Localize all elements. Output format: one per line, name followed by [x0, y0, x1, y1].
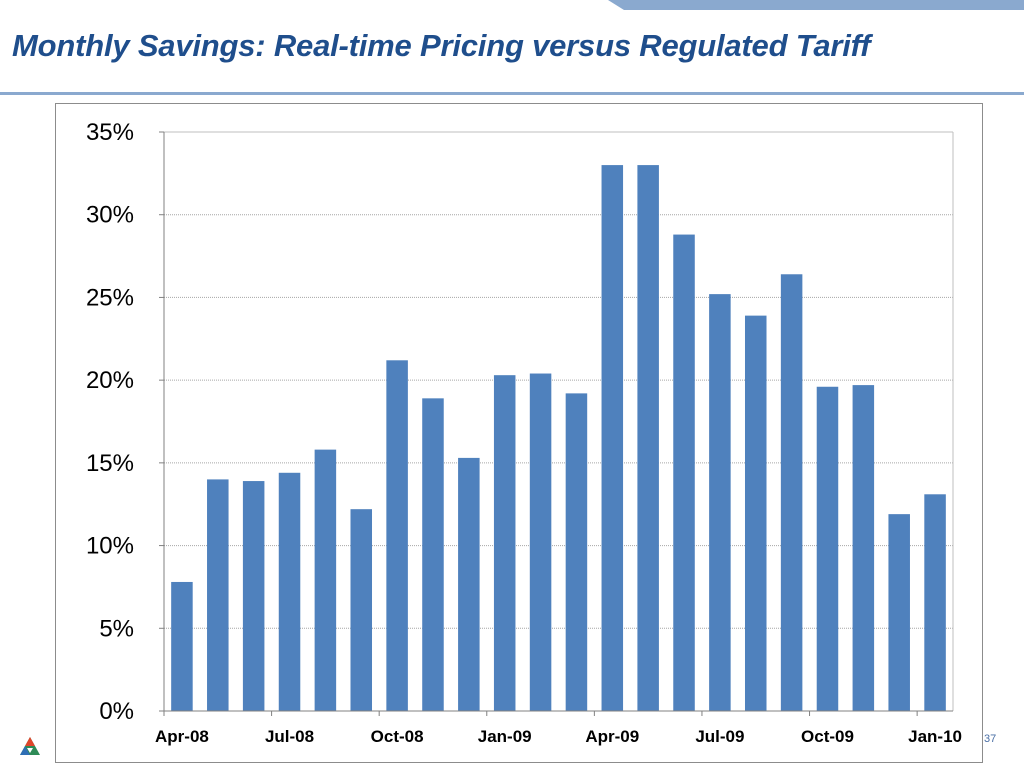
y-tick-label: 15% — [86, 450, 134, 477]
bar — [207, 479, 229, 711]
bar — [673, 234, 695, 711]
chart-frame: 0% 5% 10% 15% 20% 25% 30% 35% Apr-08 Jul-08 Oct-08… — [55, 103, 983, 763]
triangle-logo-icon — [20, 737, 40, 755]
bar — [888, 514, 910, 711]
x-tick-label: Jul-08 — [265, 727, 314, 746]
bar — [422, 398, 444, 711]
bar — [458, 457, 480, 711]
slide-number: 37 — [984, 733, 997, 745]
bar — [816, 386, 839, 711]
bar — [278, 472, 301, 711]
x-tick-label: Apr-08 — [155, 727, 209, 746]
x-tick-label: Apr-09 — [585, 727, 639, 746]
y-tick-label: 35% — [86, 119, 134, 146]
x-tick-label: Jul-09 — [695, 727, 744, 746]
x-tick-label: Jan-09 — [478, 727, 532, 746]
y-tick-label: 20% — [86, 367, 134, 394]
bar — [601, 165, 624, 712]
title-divider — [0, 92, 1024, 95]
bar — [171, 581, 193, 711]
bar — [242, 481, 265, 711]
bar — [529, 373, 552, 711]
bar — [637, 165, 659, 712]
bar — [350, 509, 373, 711]
bar — [386, 360, 408, 711]
bar — [709, 294, 731, 711]
x-tick-label: Jan-10 — [908, 727, 962, 746]
bar — [314, 449, 337, 711]
y-tick-label: 5% — [99, 615, 134, 642]
bar — [852, 385, 875, 711]
y-tick-label: 25% — [86, 284, 134, 311]
bar — [780, 274, 803, 711]
y-tick-label: 0% — [99, 698, 134, 725]
top-accent-band-corner — [608, 0, 624, 10]
bar-chart: 0% 5% 10% 15% 20% 25% 30% 35% Apr-08 Jul-08 Oct-08… — [86, 119, 962, 746]
y-tick-label: 10% — [86, 533, 134, 560]
y-tick-label: 30% — [86, 202, 134, 229]
bar — [924, 494, 946, 711]
x-tick-label: Oct-08 — [371, 727, 424, 746]
bar — [565, 393, 588, 711]
slide-title: Monthly Savings: Real-time Pricing versu… — [12, 28, 871, 63]
top-accent-band — [624, 0, 1024, 10]
bar — [493, 375, 516, 711]
x-tick-label: Oct-09 — [801, 727, 854, 746]
bar — [744, 315, 767, 711]
